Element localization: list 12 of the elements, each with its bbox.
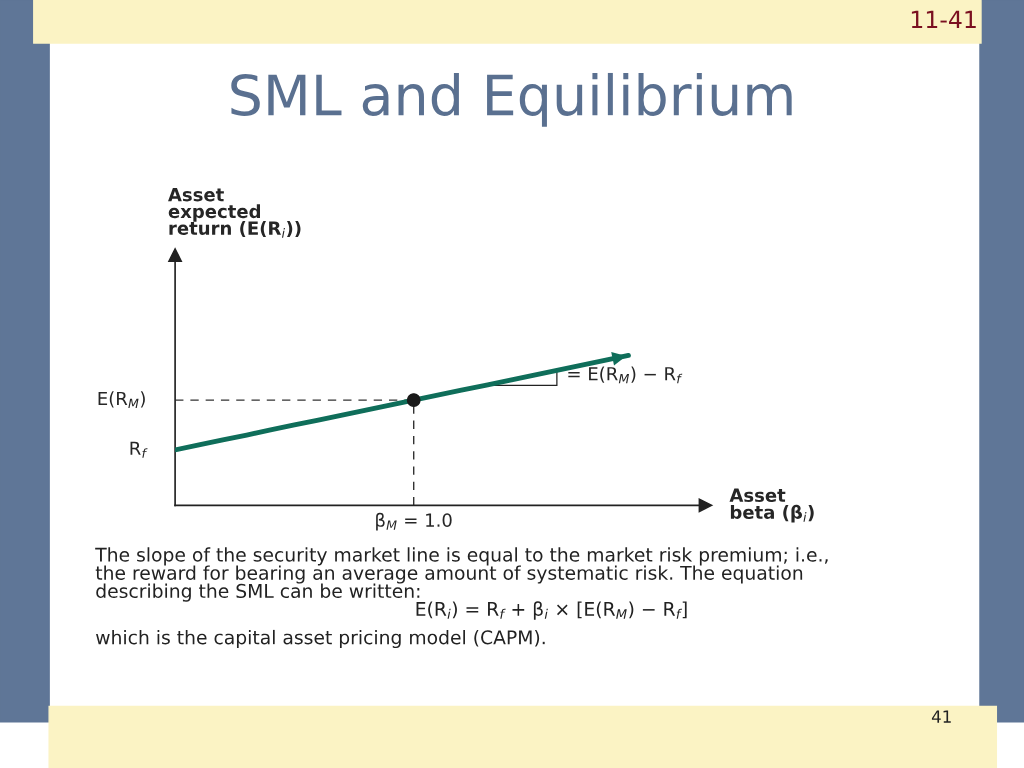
chart-title: SML and Equilibrium <box>231 72 792 127</box>
text: which is the capital asset pricing model (CAPM). <box>96 629 545 649</box>
annotation: = E(R$_{M}$) − R$_{f}$ <box>568 366 683 384</box>
text: 41 <box>931 710 951 723</box>
text: 11-41 <box>911 10 976 29</box>
text: Asset expected return (E(R$_{i}$)) <box>168 187 301 238</box>
text: E(R$_{i}$) = R$_{f}$ + β$_{i}$ × [E(R$_{M}$) − R$_{f}$] <box>416 601 687 620</box>
text: β$_{M}$ = 1.0 <box>376 512 452 531</box>
text: R$_{f}$ <box>130 441 148 458</box>
x-axis-title: Asset beta (β$_{i}$) <box>729 488 814 523</box>
ref-line-label: E(R$_{M}$) <box>98 391 145 409</box>
text: The slope of the security market line is equal to the market risk premium; i.e., the reward for bearing an average amount of systematic risk. The equation describing the SML can be written: <box>95 547 828 602</box>
